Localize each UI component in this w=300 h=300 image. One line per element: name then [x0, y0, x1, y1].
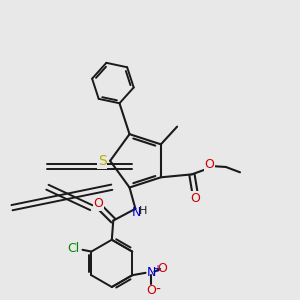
Text: -: - [155, 283, 160, 297]
Text: O: O [190, 192, 200, 205]
Text: N: N [132, 206, 141, 219]
Text: Cl: Cl [68, 242, 80, 255]
Text: +: + [153, 264, 161, 274]
Text: H: H [139, 206, 147, 215]
Text: S: S [98, 154, 106, 168]
Text: O: O [146, 284, 156, 297]
Text: O: O [205, 158, 214, 171]
Text: N: N [147, 266, 156, 279]
Text: O: O [94, 197, 103, 210]
Text: O: O [158, 262, 168, 275]
